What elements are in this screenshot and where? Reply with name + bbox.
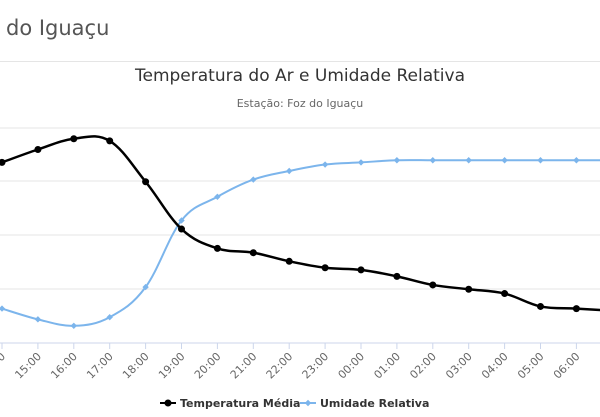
point-umidade	[357, 159, 365, 166]
point-temperatura	[106, 137, 114, 145]
legend-item-umidade-symbol	[304, 399, 312, 407]
point-temperatura	[213, 244, 221, 252]
point-temperatura	[501, 290, 509, 298]
point-temperatura	[249, 249, 257, 257]
x-tick-label: 17:00	[84, 350, 116, 382]
point-temperatura	[178, 225, 185, 233]
x-tick-label: 01:00	[371, 350, 403, 382]
x-tick-label: 22:00	[264, 350, 296, 382]
page-heading: do Iguaçu	[6, 16, 110, 40]
point-temperatura	[285, 257, 293, 265]
x-tick-label: 04:00	[479, 350, 511, 382]
legend-item-umidade-label: Umidade Relativa	[320, 397, 429, 410]
point-umidade	[106, 314, 113, 321]
x-tick-label: 05:00	[515, 350, 547, 382]
point-temperatura	[537, 302, 544, 310]
point-umidade	[429, 157, 436, 164]
point-temperatura	[321, 264, 329, 272]
point-temperatura	[572, 305, 580, 313]
x-tick-label: 21:00	[228, 350, 260, 382]
point-temperatura	[429, 281, 437, 289]
x-tick-label: 20:00	[192, 350, 224, 382]
point-umidade	[573, 157, 580, 164]
x-tick-label: 00:00	[336, 350, 368, 382]
point-umidade	[214, 193, 221, 200]
x-tick-label: 06:00	[551, 350, 583, 382]
x-tick-label: 03:00	[443, 350, 475, 382]
chart-title: Temperatura do Ar e Umidade Relativa	[134, 66, 465, 86]
x-tick-label: 15:00	[12, 350, 44, 382]
x-tick-label: 19:00	[156, 350, 188, 382]
x-tick-label: 02:00	[407, 350, 439, 382]
point-umidade	[501, 157, 508, 164]
chart-subtitle: Estação: Foz do Iguaçu	[236, 97, 364, 110]
point-umidade	[178, 217, 185, 224]
point-umidade	[250, 176, 257, 183]
point-temperatura	[393, 272, 401, 280]
legend-item-temperatura-symbol	[164, 399, 172, 407]
point-umidade	[321, 161, 329, 168]
point-umidade	[393, 157, 401, 164]
x-tick-label: 14:00	[0, 350, 8, 382]
point-temperatura	[465, 285, 473, 293]
point-umidade	[34, 316, 42, 323]
x-tick-label: 16:00	[48, 350, 80, 382]
point-temperatura	[142, 178, 150, 186]
point-umidade	[465, 157, 472, 164]
legend-item-temperatura-label: Temperatura Média	[180, 397, 300, 410]
point-temperatura	[357, 266, 365, 274]
point-temperatura	[0, 158, 6, 166]
x-tick-label: 23:00	[300, 350, 332, 382]
point-umidade	[70, 322, 77, 329]
x-tick-label: 18:00	[120, 350, 152, 382]
point-umidade	[286, 167, 293, 175]
point-temperatura	[70, 135, 78, 143]
point-umidade	[142, 283, 149, 291]
point-temperatura	[34, 146, 42, 153]
series-line-temperatura	[0, 135, 600, 312]
divider	[0, 61, 600, 62]
series-line-umidade	[1, 159, 600, 327]
point-umidade	[537, 157, 544, 164]
point-umidade	[0, 305, 6, 312]
